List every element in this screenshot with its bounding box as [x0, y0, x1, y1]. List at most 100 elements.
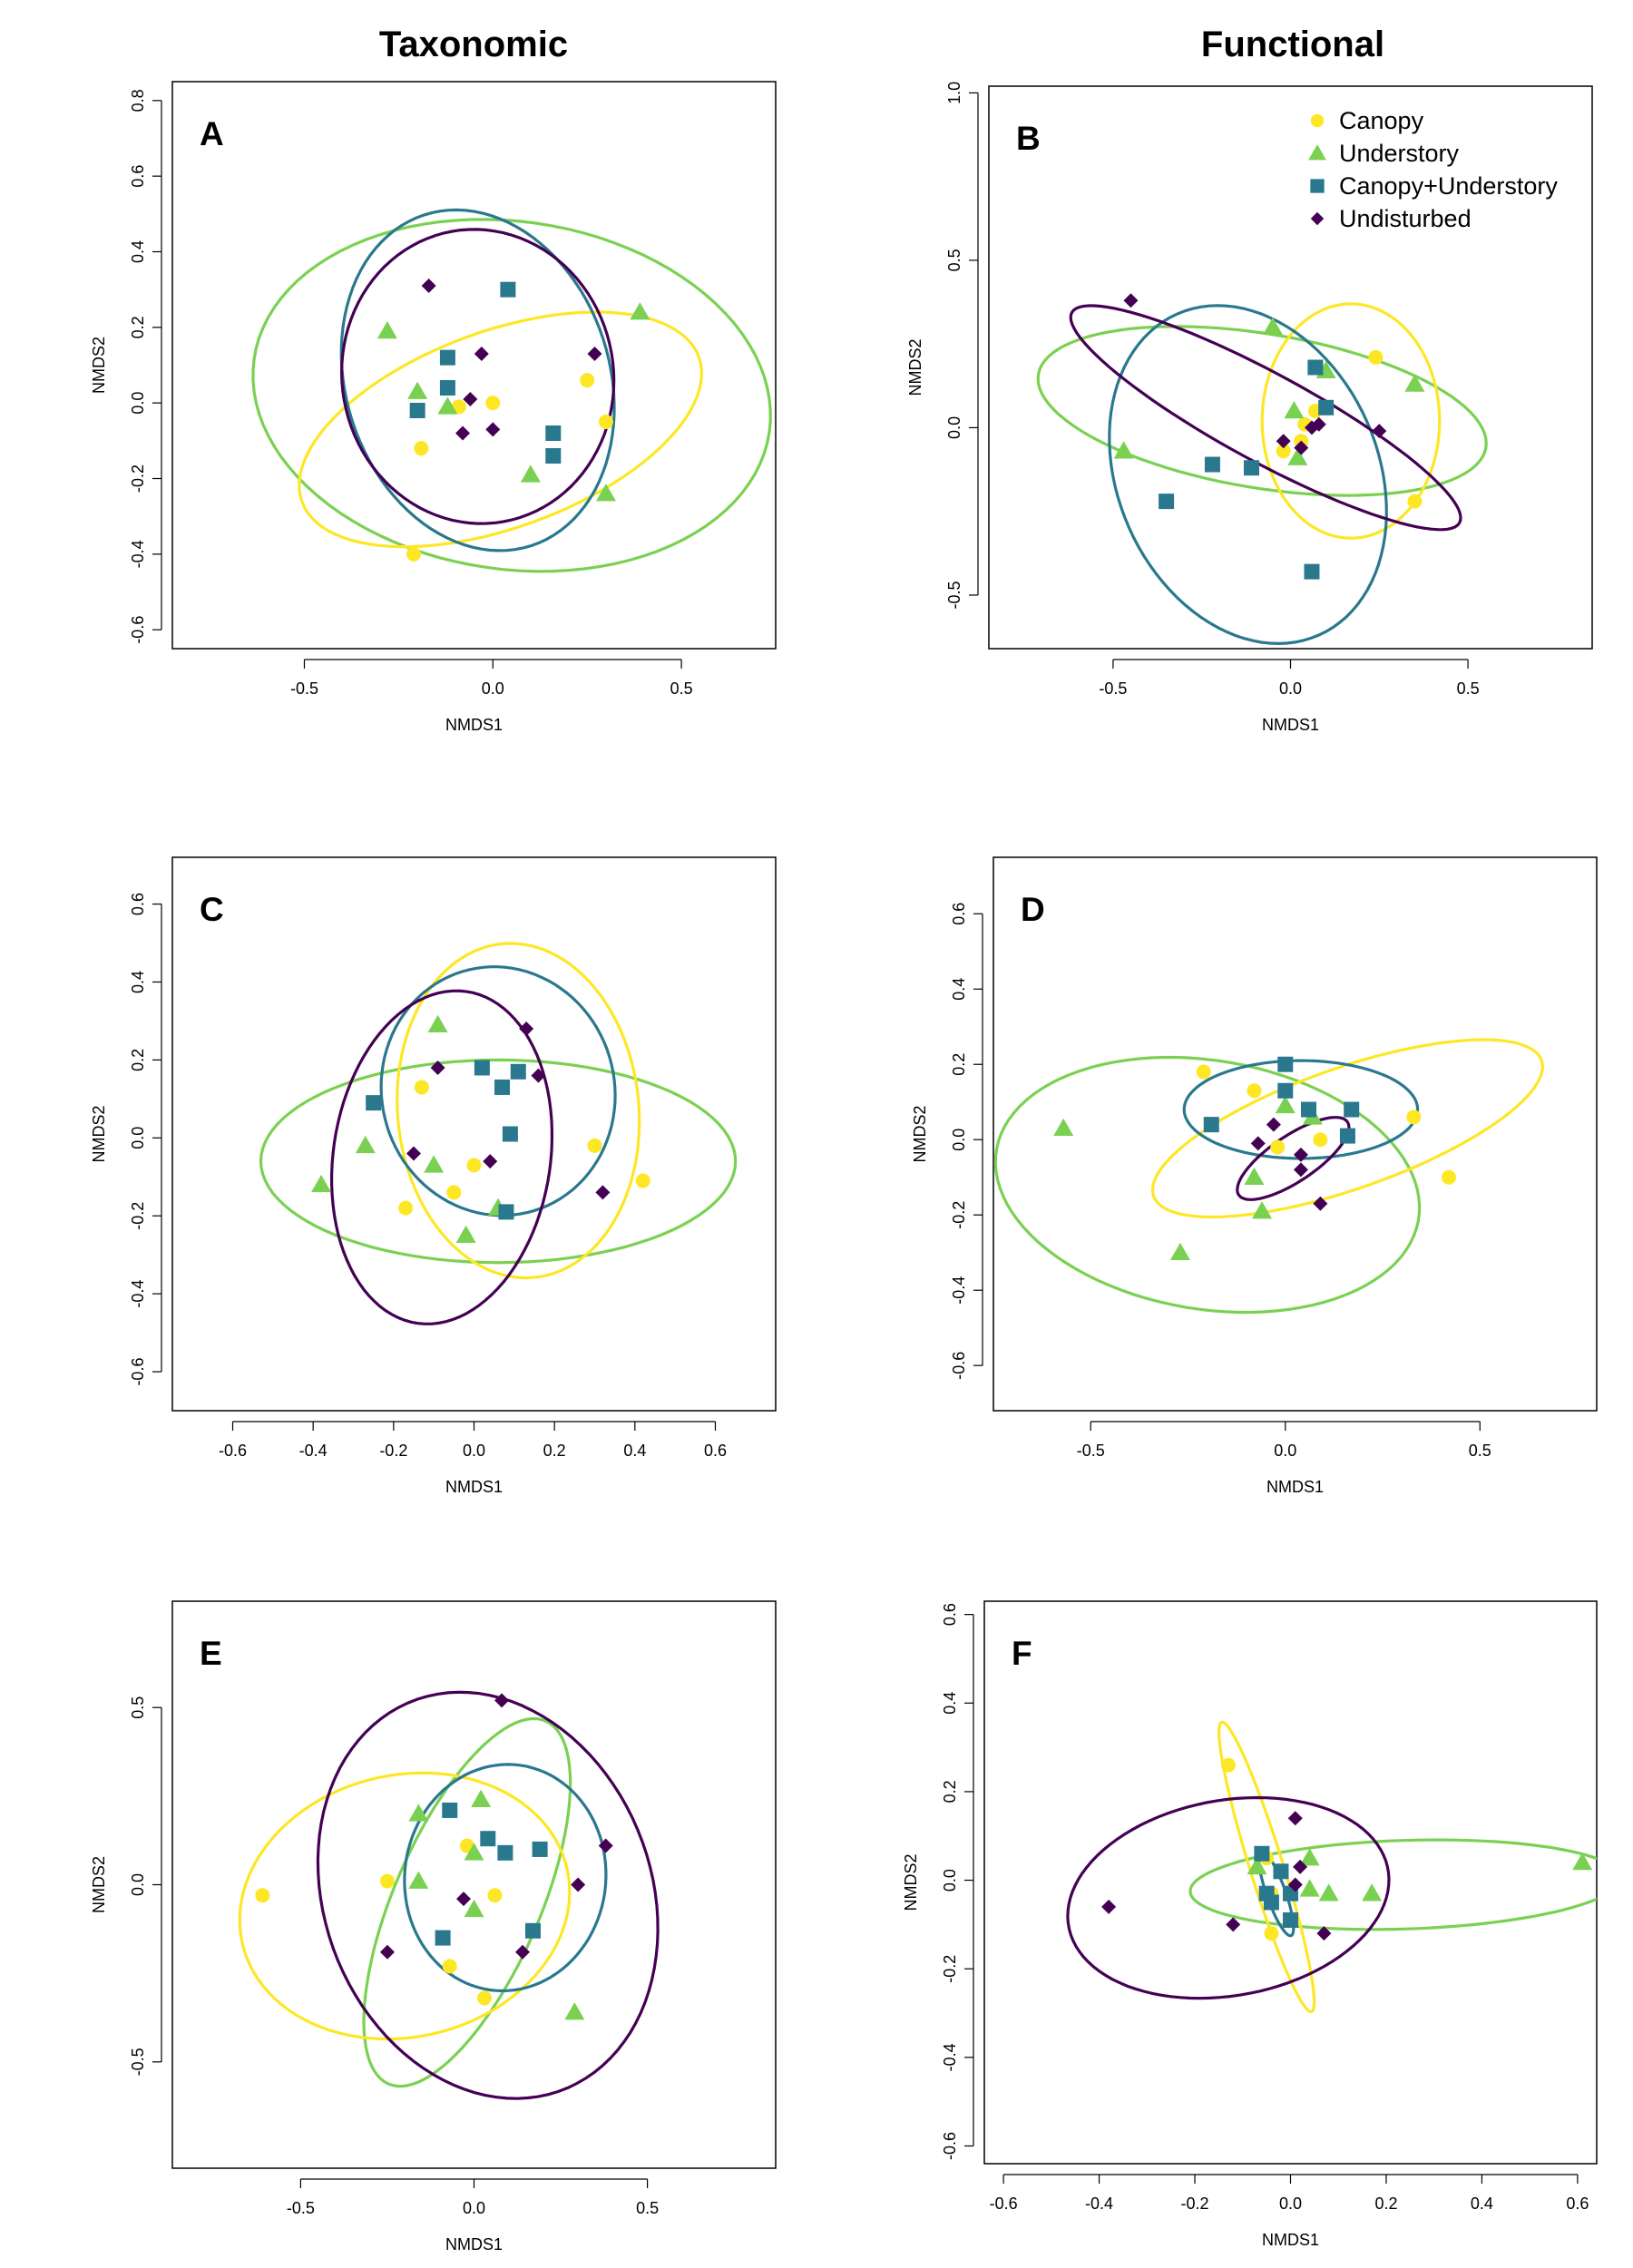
understory-point	[1299, 1848, 1320, 1866]
y-tick-label: -0.2	[129, 464, 147, 493]
plot-area	[259, 942, 738, 1325]
undisturbed-point	[1293, 1859, 1308, 1874]
x-tick-label: -0.2	[1181, 2195, 1209, 2213]
y-tick-label: 1.0	[945, 82, 963, 104]
column-title-taxonomic: Taxonomic	[379, 24, 568, 64]
y-tick-label: 0.4	[950, 978, 968, 1001]
x-tick-label: 0.5	[670, 679, 693, 698]
understory-point	[520, 464, 541, 483]
x-tick-label: 0.6	[1566, 2195, 1589, 2213]
understory-point	[1113, 441, 1134, 459]
understory-ellipse	[259, 1058, 738, 1265]
y-tick-label: 0.5	[945, 249, 963, 271]
canopy-point	[466, 1158, 482, 1173]
understory-point	[630, 302, 650, 320]
cu-point	[480, 1831, 496, 1847]
x-tick-label: 0.0	[1279, 2195, 1302, 2213]
canopy-ellipse	[396, 942, 641, 1280]
cu-point	[1283, 1911, 1298, 1928]
undisturbed-point	[1250, 1136, 1266, 1151]
plot-frame	[171, 81, 777, 650]
x-axis: -0.5 0.0 0.5	[1099, 659, 1480, 698]
y-tick-label: 0.6	[950, 903, 968, 925]
understory-point	[1287, 447, 1308, 465]
canopy-point	[1406, 1110, 1422, 1125]
plot-area	[1036, 293, 1488, 646]
y-tick-label: -0.4	[950, 1276, 968, 1305]
undisturbed-point	[1372, 424, 1387, 439]
undisturbed-ellipse	[316, 1690, 660, 2100]
undisturbed-point	[1311, 416, 1326, 432]
cu-point	[1344, 1101, 1360, 1118]
understory-point	[1362, 1883, 1383, 1901]
canopy-point	[487, 1888, 503, 1903]
understory-point	[1252, 1201, 1273, 1219]
canopy-ellipse	[298, 310, 704, 549]
canopy-point	[255, 1888, 270, 1903]
cu-point	[1307, 359, 1324, 376]
undisturbed-point	[1276, 434, 1291, 449]
cu-point	[494, 1079, 511, 1095]
x-axis-label: NMDS1	[1262, 2231, 1319, 2249]
canopy-point	[476, 1990, 492, 2006]
undisturbed-point	[1316, 1926, 1332, 1941]
y-tick-label: 0.6	[941, 1603, 959, 1626]
understory-point	[464, 1843, 484, 1861]
y-tick-label: 0.2	[941, 1780, 959, 1803]
cu-point	[1304, 563, 1320, 580]
canopy-point	[446, 1185, 462, 1200]
x-axis: -0.5 0.0 0.5	[287, 2178, 659, 2217]
y-tick-label: 0.0	[945, 416, 963, 439]
understory-point	[1572, 1853, 1593, 1871]
undisturbed-point	[598, 1838, 613, 1853]
undisturbed-point	[379, 1944, 395, 1960]
canopy-point	[414, 1080, 429, 1095]
cu-point	[435, 1930, 451, 1946]
x-tick-label: 0.0	[463, 1442, 485, 1460]
understory-point	[464, 1899, 484, 1918]
x-tick-label: -0.6	[990, 2195, 1018, 2213]
legend-label-undisturbed: Undisturbed	[1339, 205, 1472, 232]
canopy-point	[1196, 1064, 1211, 1080]
panel-letter: D	[1021, 891, 1045, 928]
canopy-ellipse	[1217, 1720, 1316, 2014]
cu-point	[1204, 456, 1220, 473]
canopy-point	[1407, 494, 1423, 509]
undisturbed-point	[494, 1693, 510, 1708]
y-tick-label: 0.2	[950, 1053, 968, 1076]
cu-point	[409, 403, 425, 418]
undisturbed-point	[1101, 1899, 1117, 1914]
cu-ellipse	[1182, 1059, 1420, 1160]
y-axis: -0.6 -0.4 -0.2 0.0 0.2 0.4 0.6	[941, 1603, 974, 2160]
y-tick-label: 0.8	[129, 89, 147, 112]
cu-point	[1263, 1894, 1279, 1911]
undisturbed-point	[455, 425, 471, 441]
panel-e: -0.5 0.0 0.5 -0.5 0.0 0.5 NMDS1 NMDS2 E	[90, 1600, 777, 2253]
y-axis-label: NMDS2	[90, 337, 108, 394]
y-tick-label: 0.6	[129, 893, 147, 915]
undisturbed-point	[483, 1154, 498, 1169]
y-axis: -0.6 -0.4 -0.2 0.0 0.2 0.4 0.6	[950, 903, 983, 1380]
x-tick-label: -0.5	[287, 2199, 315, 2217]
x-tick-label: 0.0	[1274, 1442, 1296, 1460]
canopy-point	[485, 396, 501, 411]
canopy-point	[1220, 1757, 1236, 1773]
y-tick-label: 0.5	[129, 1696, 147, 1719]
y-tick-label: -0.6	[941, 2132, 959, 2160]
cu-point	[1203, 1117, 1219, 1133]
x-axis-label: NMDS1	[1266, 1478, 1324, 1496]
plot-area	[1066, 1720, 1597, 2014]
undisturbed-point	[515, 1944, 531, 1960]
undisturbed-point	[595, 1185, 611, 1200]
understory-ellipse	[1036, 325, 1488, 497]
canopy-ellipse	[1150, 1038, 1545, 1219]
understory-point	[1284, 400, 1305, 419]
undisturbed-point	[1313, 1196, 1328, 1211]
undisturbed-ellipse	[339, 228, 616, 525]
x-tick-label: 0.5	[636, 2199, 659, 2217]
x-axis: -0.5 0.0 0.5	[290, 659, 693, 698]
plot-frame	[171, 856, 777, 1412]
x-tick-label: -0.5	[1099, 679, 1127, 698]
understory-point	[408, 1871, 429, 1889]
